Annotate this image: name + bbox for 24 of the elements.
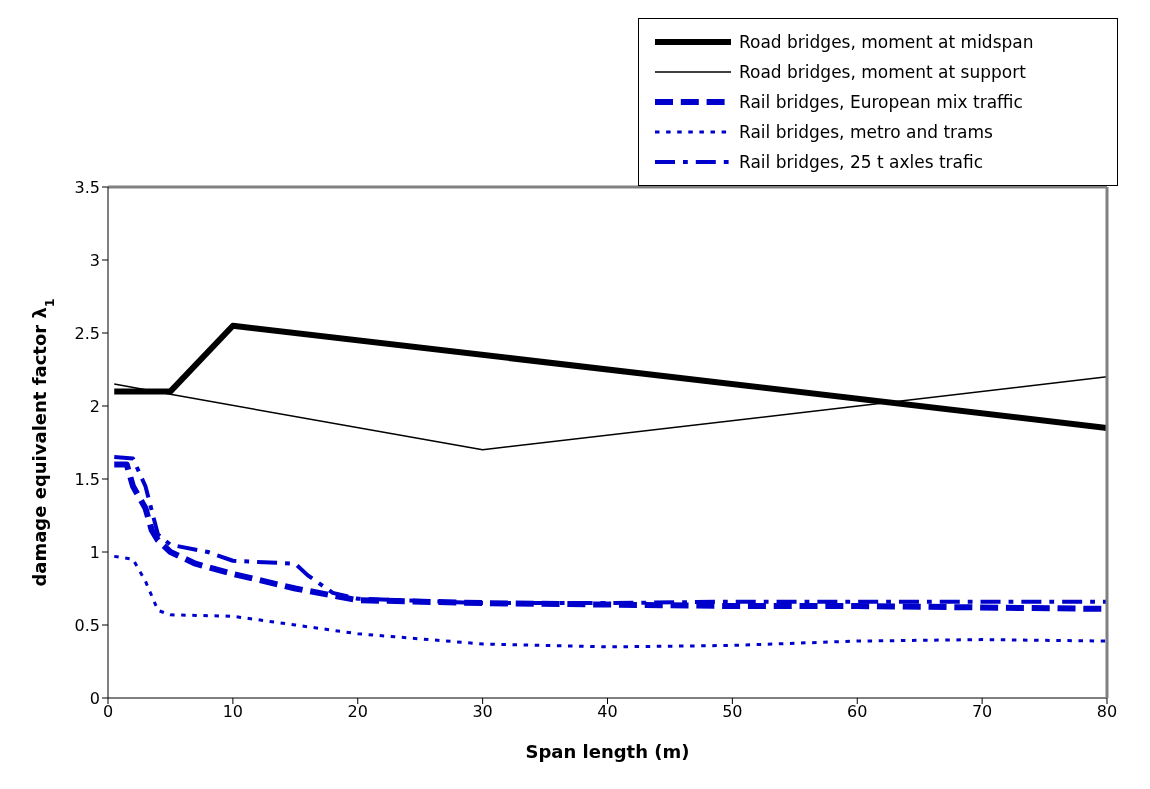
legend-label: Road bridges, moment at midspan <box>739 32 1034 52</box>
y-tick-label: 2 <box>89 396 100 416</box>
x-tick-label: 0 <box>102 702 114 722</box>
x-tick-label: 50 <box>722 702 743 722</box>
x-tick-label: 80 <box>1096 702 1118 722</box>
x-tick-label: 20 <box>347 702 368 722</box>
y-tick-label: 1 <box>89 542 100 562</box>
y-tick-label: 3 <box>89 250 100 270</box>
x-tick-label: 40 <box>597 702 618 722</box>
y-tick-label: 3.5 <box>74 177 100 197</box>
x-tick-label: 10 <box>222 702 244 722</box>
legend-label: Road bridges, moment at support <box>739 62 1026 82</box>
y-tick-label: 0 <box>89 688 100 708</box>
x-axis-title: Span length (m) <box>525 741 690 762</box>
x-tick-label: 30 <box>472 702 493 722</box>
legend-label: Rail bridges, metro and trams <box>739 122 993 142</box>
line-series <box>112 554 1107 649</box>
legend-label: Rail bridges, 25 t axles trafic <box>739 152 984 172</box>
legend-label: Rail bridges, European mix traffic <box>739 92 1023 112</box>
x-tick-label: 70 <box>971 702 993 722</box>
y-tick-label: 0.5 <box>74 615 100 635</box>
y-tick-label: 2.5 <box>74 323 100 343</box>
x-tick-label: 60 <box>847 702 868 722</box>
y-tick-label: 1.5 <box>74 469 100 489</box>
